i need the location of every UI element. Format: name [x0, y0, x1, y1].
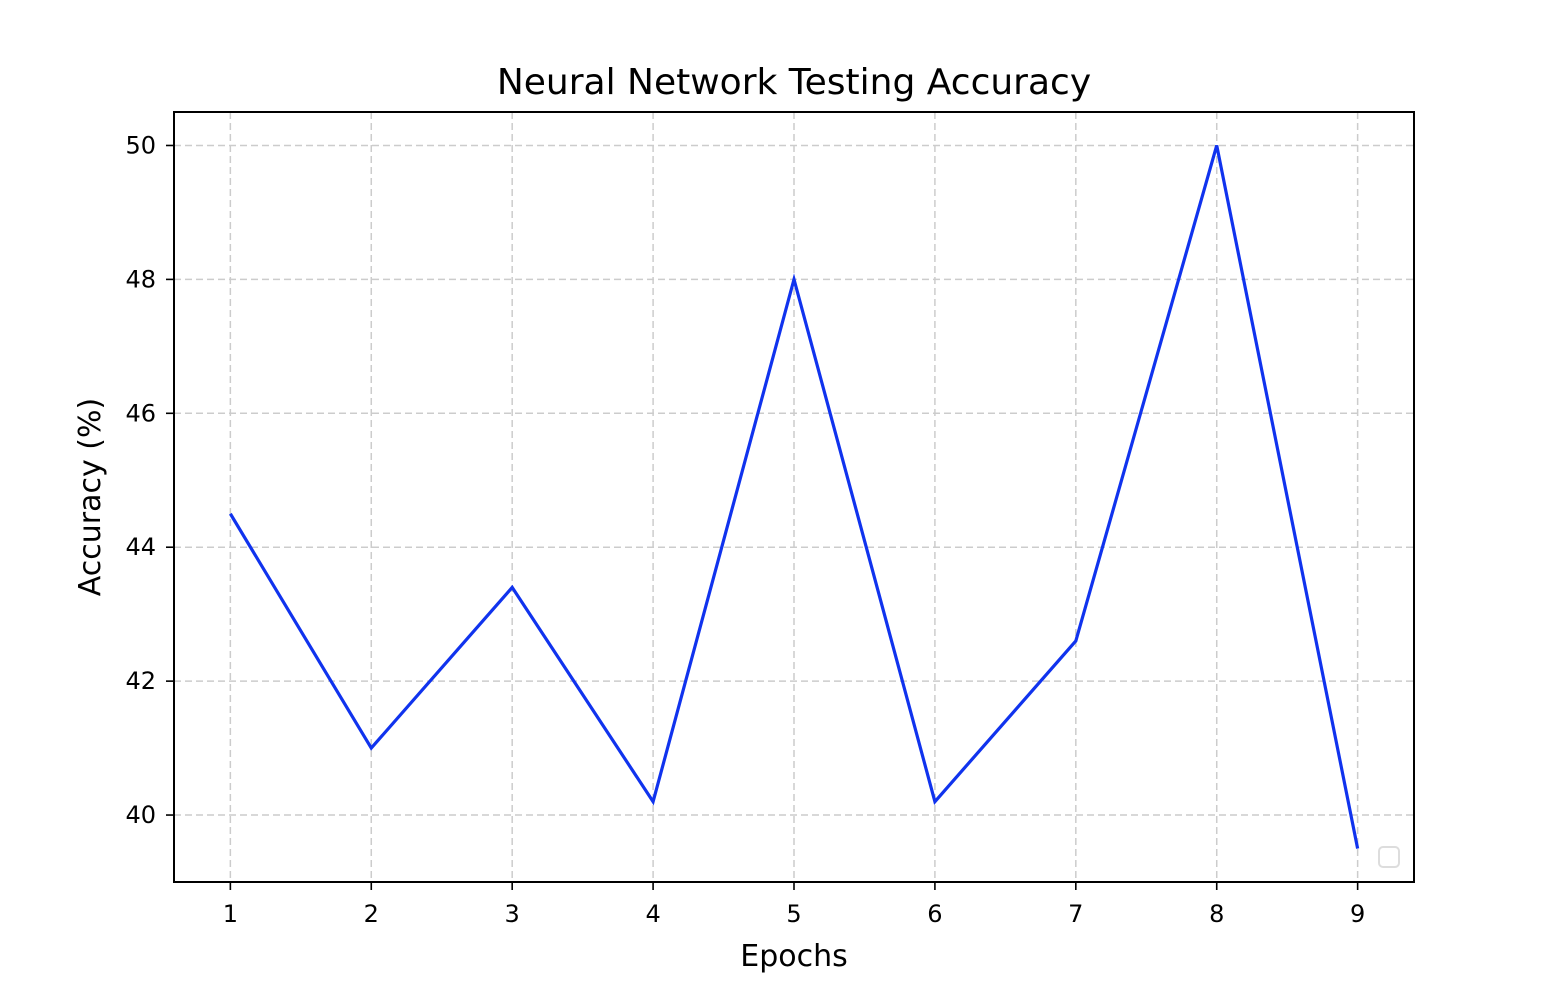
x-tick-label: 4 [645, 900, 660, 928]
y-tick-label: 46 [125, 399, 156, 427]
x-tick-label: 2 [364, 900, 379, 928]
grid [174, 112, 1414, 882]
y-tick-label: 48 [125, 265, 156, 293]
x-axis-label: Epochs [740, 939, 848, 974]
chart-title: Neural Network Testing Accuracy [497, 62, 1091, 103]
axis-ticks: 1 2 3 4 5 6 7 8 9 40 42 44 46 48 50 [125, 131, 1365, 928]
x-tick-label: 6 [927, 900, 942, 928]
legend-box [1378, 846, 1400, 868]
y-tick-label: 42 [125, 667, 156, 695]
series-layer [228, 145, 1360, 849]
x-tick-label: 8 [1209, 900, 1224, 928]
y-axis-label: Accuracy (%) [73, 398, 108, 596]
y-tick-label: 50 [125, 131, 156, 159]
x-tick-label: 1 [223, 900, 238, 928]
x-tick-label: 9 [1350, 900, 1365, 928]
x-tick-label: 5 [786, 900, 801, 928]
y-tick-label: 40 [125, 801, 156, 829]
x-tick-label: 3 [505, 900, 520, 928]
x-tick-label: 7 [1068, 900, 1083, 928]
y-tick-label: 44 [125, 533, 156, 561]
